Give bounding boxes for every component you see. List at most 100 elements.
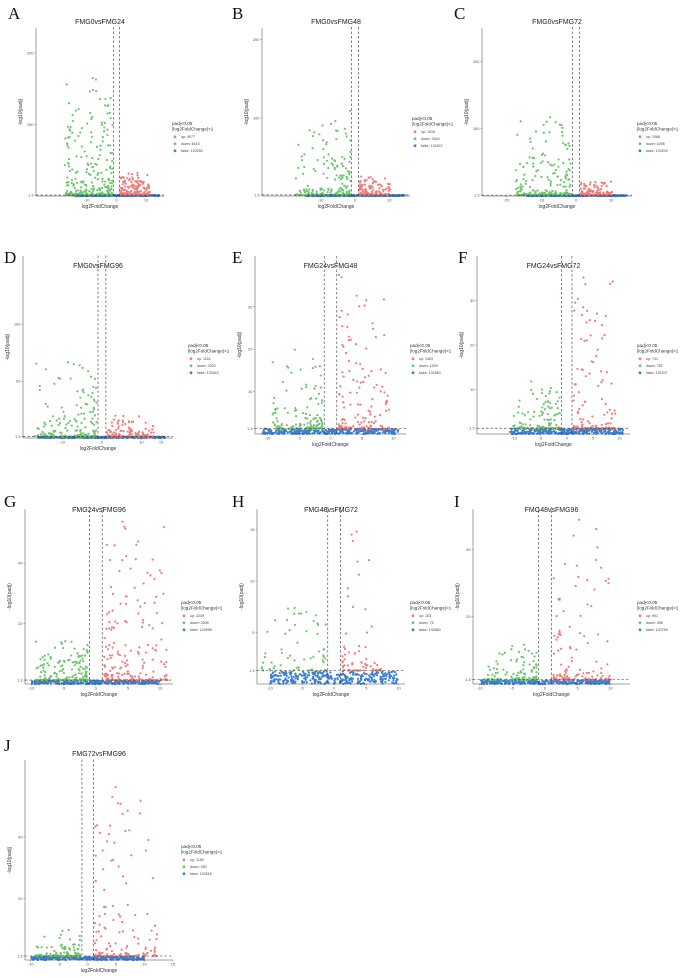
point-down: [47, 432, 51, 435]
y-tick-label: 10: [470, 387, 475, 392]
point-up: [120, 666, 123, 669]
point-down: [318, 422, 321, 425]
point-up: [122, 189, 125, 192]
point-up: [105, 543, 108, 546]
point-down: [50, 432, 53, 435]
point-false: [326, 679, 329, 682]
point-up: [111, 424, 114, 427]
point-down: [320, 401, 324, 404]
point-false: [71, 680, 74, 684]
x-tick-label: 5: [361, 436, 364, 441]
point-false: [521, 431, 524, 434]
point-up: [129, 649, 132, 652]
point-false: [297, 432, 300, 435]
point-down: [43, 432, 46, 436]
point-false: [344, 676, 348, 679]
point-false: [157, 682, 160, 685]
point-down: [529, 194, 532, 197]
point-down: [326, 191, 329, 194]
point-down: [311, 357, 315, 361]
point-down: [70, 181, 73, 185]
point-down: [92, 169, 95, 173]
point-down: [304, 412, 308, 415]
legend-item-false: false: 133543: [197, 371, 219, 375]
point-up: [155, 595, 158, 598]
legend-item-up: up: 3239: [190, 614, 204, 618]
point-up: [111, 646, 114, 649]
point-up: [133, 187, 136, 190]
point-down: [321, 139, 325, 142]
point-false: [277, 675, 280, 678]
point-down: [77, 655, 80, 658]
point-false: [367, 677, 371, 681]
point-up: [107, 428, 110, 432]
point-down: [553, 163, 556, 166]
point-up: [354, 343, 358, 346]
point-up: [128, 434, 131, 437]
legend-key-down: [638, 142, 642, 146]
point-up: [138, 435, 141, 438]
axes: [254, 256, 406, 435]
point-down: [82, 180, 85, 183]
point-false: [391, 670, 394, 673]
point-down: [516, 194, 519, 197]
point-down: [546, 400, 549, 403]
data-points: [515, 116, 628, 198]
point-down: [95, 163, 98, 166]
point-down: [86, 162, 89, 165]
point-down: [47, 664, 50, 667]
point-up: [596, 348, 599, 351]
point-down: [37, 427, 40, 430]
point-false: [321, 671, 325, 674]
point-up: [363, 426, 366, 429]
point-down: [35, 667, 38, 670]
legend-item-up: up: 2086: [646, 135, 660, 139]
point-down: [106, 189, 109, 192]
point-down: [37, 666, 40, 669]
point-down: [538, 414, 541, 417]
x-tick-label: -5: [62, 686, 66, 691]
point-down: [521, 423, 524, 426]
point-down: [546, 161, 550, 164]
point-down: [562, 185, 565, 188]
point-up: [372, 188, 375, 191]
point-false: [376, 671, 379, 674]
point-up: [361, 416, 365, 419]
point-up: [129, 190, 132, 193]
point-down: [347, 170, 350, 173]
point-false: [291, 678, 294, 681]
point-down: [339, 178, 343, 181]
point-false: [328, 428, 331, 431]
point-down: [565, 173, 568, 176]
point-up: [123, 672, 126, 675]
point-down: [111, 123, 114, 127]
x-tick-label: -10: [265, 436, 272, 441]
point-false: [267, 431, 271, 434]
point-up: [103, 655, 106, 659]
point-false: [285, 672, 288, 675]
legend-item-up: up: 1116: [197, 357, 210, 361]
point-up: [118, 654, 121, 657]
point-down: [294, 407, 297, 410]
point-down: [53, 665, 56, 669]
point-up: [111, 609, 114, 612]
point-down: [101, 177, 104, 181]
point-false: [356, 427, 359, 430]
point-down: [57, 423, 60, 427]
point-down: [280, 422, 283, 426]
point-down: [306, 417, 309, 420]
y-tick-label: 200: [473, 59, 480, 64]
point-down: [553, 171, 556, 175]
point-up: [141, 181, 144, 184]
point-up: [151, 558, 154, 561]
point-up: [346, 325, 349, 328]
point-down: [86, 122, 89, 125]
point-down: [63, 164, 66, 167]
point-false: [393, 432, 396, 435]
point-down: [555, 391, 558, 394]
point-down: [343, 127, 346, 130]
point-false: [278, 678, 281, 681]
point-up: [127, 420, 131, 423]
point-down: [84, 665, 87, 668]
point-false: [303, 674, 306, 677]
